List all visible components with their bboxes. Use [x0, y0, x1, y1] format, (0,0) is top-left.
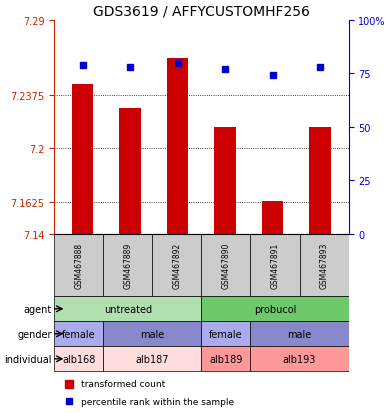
Bar: [262, 202, 283, 234]
Bar: [72, 85, 93, 234]
Bar: [201, 297, 349, 321]
Bar: [201, 321, 250, 347]
Bar: [167, 59, 188, 234]
Text: female: female: [209, 329, 243, 339]
Text: female: female: [62, 329, 96, 339]
Text: alb168: alb168: [62, 354, 96, 364]
Text: untreated: untreated: [104, 304, 152, 314]
Bar: [201, 347, 250, 371]
Text: probucol: probucol: [254, 304, 296, 314]
Bar: [152, 234, 201, 297]
Bar: [103, 347, 201, 371]
Bar: [103, 234, 152, 297]
Bar: [250, 347, 349, 371]
Text: percentile rank within the sample: percentile rank within the sample: [81, 397, 234, 406]
Bar: [103, 321, 201, 347]
Bar: [54, 321, 103, 347]
Bar: [309, 128, 331, 234]
Bar: [201, 234, 250, 297]
Text: individual: individual: [4, 354, 52, 364]
Text: alb187: alb187: [136, 354, 169, 364]
Text: alb189: alb189: [209, 354, 243, 364]
Text: male: male: [287, 329, 312, 339]
Text: agent: agent: [23, 304, 52, 314]
Text: male: male: [140, 329, 165, 339]
Text: GSM467889: GSM467889: [123, 242, 132, 288]
Text: GSM467888: GSM467888: [74, 242, 83, 288]
Text: gender: gender: [17, 329, 52, 339]
Bar: [300, 234, 349, 297]
Text: GSM467893: GSM467893: [319, 242, 329, 289]
Bar: [250, 234, 300, 297]
Text: transformed count: transformed count: [81, 380, 165, 388]
Bar: [119, 109, 141, 234]
Text: alb193: alb193: [283, 354, 316, 364]
Text: GSM467890: GSM467890: [222, 242, 230, 289]
Bar: [250, 321, 349, 347]
Bar: [54, 347, 103, 371]
Text: GSM467892: GSM467892: [172, 242, 181, 288]
Bar: [54, 297, 201, 321]
Bar: [215, 128, 236, 234]
Text: GSM467891: GSM467891: [271, 242, 280, 288]
Bar: [54, 234, 103, 297]
Title: GDS3619 / AFFYCUSTOMHF256: GDS3619 / AFFYCUSTOMHF256: [93, 4, 310, 18]
